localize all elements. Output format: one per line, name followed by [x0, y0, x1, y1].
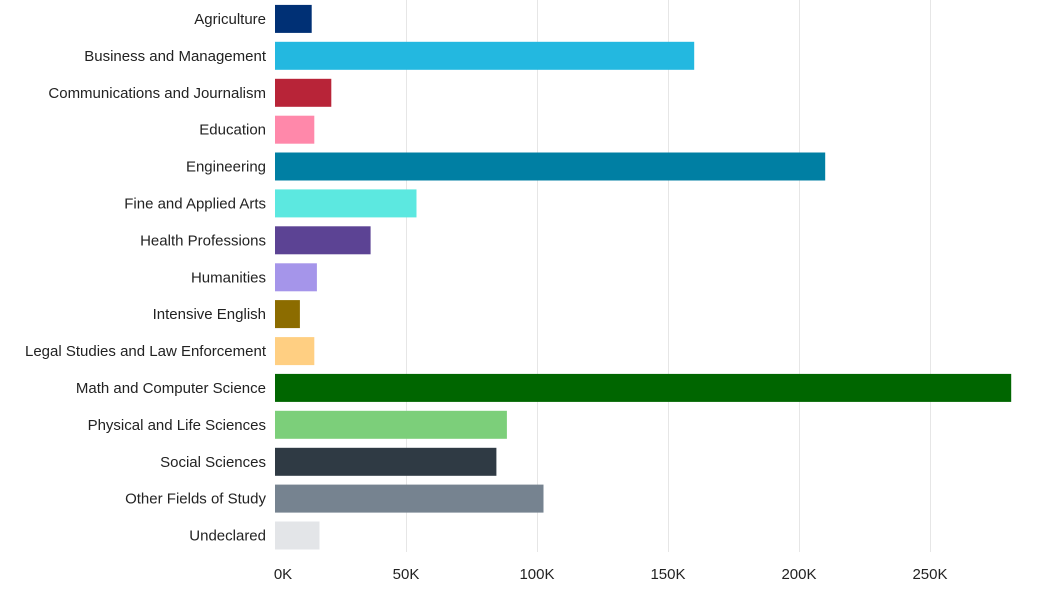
x-tick-label: 250K	[912, 566, 947, 583]
category-label: Business and Management	[84, 48, 267, 65]
category-label: Undeclared	[189, 528, 266, 545]
category-label: Legal Studies and Law Enforcement	[25, 343, 267, 360]
x-axis-tick-labels: 0K 50K 100K 150K 200K 250K	[274, 566, 948, 583]
bar[interactable]	[275, 484, 544, 513]
category-labels: Agriculture Business and Management Commun…	[25, 11, 267, 545]
category-label: Humanities	[191, 269, 266, 286]
x-tick-label: 200K	[781, 566, 816, 583]
category-label: Physical and Life Sciences	[88, 417, 266, 434]
bar[interactable]	[275, 521, 320, 550]
bars	[275, 4, 1012, 550]
bar[interactable]	[275, 447, 497, 476]
category-label: Engineering	[186, 159, 266, 176]
category-label: Fine and Applied Arts	[124, 195, 266, 212]
bar[interactable]	[275, 115, 315, 144]
bar[interactable]	[275, 337, 315, 366]
category-label: Communications and Journalism	[48, 85, 266, 102]
bar[interactable]	[275, 410, 507, 439]
bar[interactable]	[275, 41, 695, 70]
x-tick-label: 50K	[393, 566, 420, 583]
bar[interactable]	[275, 189, 417, 218]
category-label: Social Sciences	[160, 454, 266, 471]
bar[interactable]	[275, 78, 332, 107]
bar[interactable]	[275, 152, 826, 181]
category-label: Intensive English	[153, 306, 266, 323]
bar[interactable]	[275, 4, 312, 33]
category-label: Math and Computer Science	[76, 380, 266, 397]
x-tick-label: 150K	[650, 566, 685, 583]
x-tick-label: 0K	[274, 566, 292, 583]
bar[interactable]	[275, 373, 1012, 402]
category-label: Health Professions	[140, 232, 266, 249]
x-tick-label: 100K	[519, 566, 554, 583]
bar[interactable]	[275, 263, 317, 292]
category-label: Education	[199, 122, 266, 139]
category-label: Other Fields of Study	[125, 491, 266, 508]
category-label: Agriculture	[194, 11, 266, 28]
bar[interactable]	[275, 226, 371, 255]
bar[interactable]	[275, 300, 300, 329]
